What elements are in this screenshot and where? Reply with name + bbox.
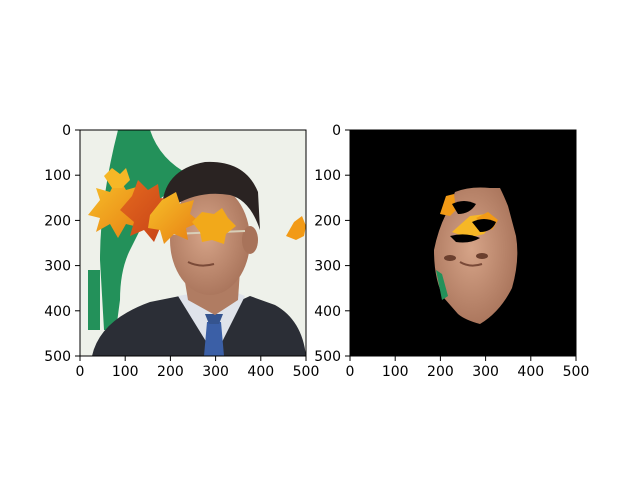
x-tick-label: 0 [346,364,355,380]
y-tick-label: 0 [62,123,71,139]
y-tick-label: 100 [44,168,71,184]
leaf-cluster [88,168,306,244]
photo-masked-face [350,130,576,356]
x-tick-label: 100 [112,364,139,380]
y-tick-label: 100 [314,168,341,184]
panel-right-masked: 0 100 200 300 400 500 0 100 200 300 400 500 [314,123,589,380]
y-tick-label: 300 [44,259,71,275]
photo-original-with-leaves [80,130,306,356]
x-tick-label: 400 [247,364,274,380]
x-tick-label: 400 [517,364,544,380]
x-tick-label: 500 [563,364,590,380]
y-tick-label: 500 [314,349,341,365]
x-tick-label: 200 [157,364,184,380]
y-tick-label: 300 [314,259,341,275]
axis-left: 0 100 200 300 400 500 0 100 200 300 400 500 [44,123,319,380]
y-tick-label: 500 [44,349,71,365]
y-tick-label: 400 [44,304,71,320]
x-tick-label: 100 [382,364,409,380]
y-tick-label: 200 [44,213,71,229]
x-tick-label: 0 [76,364,85,380]
y-tick-label: 200 [314,213,341,229]
y-tick-label: 400 [314,304,341,320]
x-tick-label: 500 [293,364,320,380]
axis-right: 0 100 200 300 400 500 0 100 200 300 400 500 [314,123,589,380]
x-tick-label: 300 [202,364,229,380]
y-tick-label: 0 [332,123,341,139]
x-tick-label: 200 [427,364,454,380]
panel-left-original: 0 100 200 300 400 500 0 100 200 300 400 500 [44,123,319,380]
x-tick-label: 300 [472,364,499,380]
